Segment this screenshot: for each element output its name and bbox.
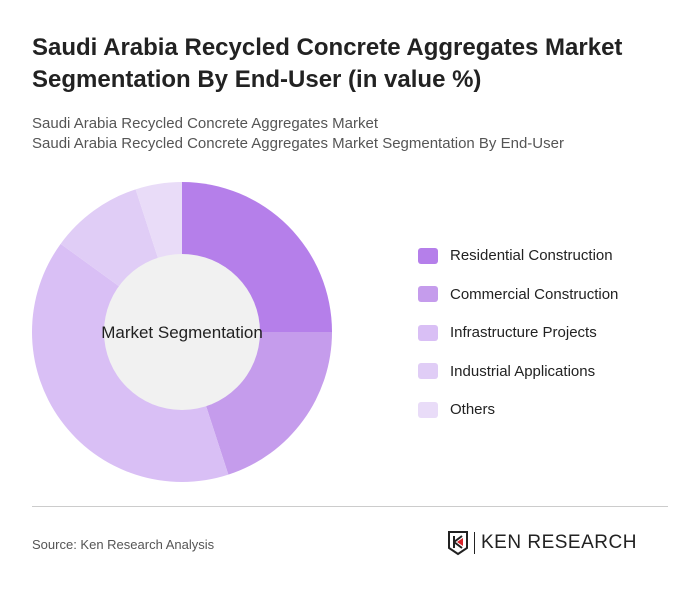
logo-shield-icon — [448, 531, 468, 556]
legend-item: Infrastructure Projects — [418, 323, 618, 342]
legend-item: Others — [418, 400, 618, 419]
legend-label: Infrastructure Projects — [450, 324, 597, 341]
donut-chart: Market Segmentation — [31, 182, 332, 483]
donut-hole — [104, 254, 260, 410]
legend-item: Industrial Applications — [418, 362, 618, 381]
subtitle-segmentation: Saudi Arabia Recycled Concrete Aggregate… — [32, 135, 564, 152]
legend-label: Others — [450, 401, 496, 418]
legend-item: Residential Construction — [418, 246, 618, 265]
chart-title: Saudi Arabia Recycled Concrete Aggregate… — [32, 34, 623, 93]
logo-text: KEN RESEARCH — [481, 532, 637, 553]
ken-research-logo: KEN RESEARCH — [447, 530, 637, 556]
legend-label: Residential Construction — [450, 247, 613, 264]
logo-separator — [474, 532, 475, 554]
legend-swatch — [418, 401, 438, 418]
legend-swatch — [418, 247, 438, 264]
legend-swatch — [418, 363, 438, 379]
legend-item: Commercial Construction — [418, 285, 618, 304]
legend-label: Industrial Applications — [450, 362, 596, 380]
legend-label: Commercial Construction — [450, 285, 619, 303]
legend-swatch — [418, 324, 438, 341]
center-label: Market Segmentation — [101, 323, 263, 342]
divider — [32, 506, 668, 507]
source-note: Source: Ken Research Analysis — [32, 537, 215, 552]
legend-swatch — [418, 286, 438, 302]
subtitle-market: Saudi Arabia Recycled Concrete Aggregate… — [32, 115, 379, 132]
legend: Residential Construction Commercial Cons… — [418, 246, 618, 439]
